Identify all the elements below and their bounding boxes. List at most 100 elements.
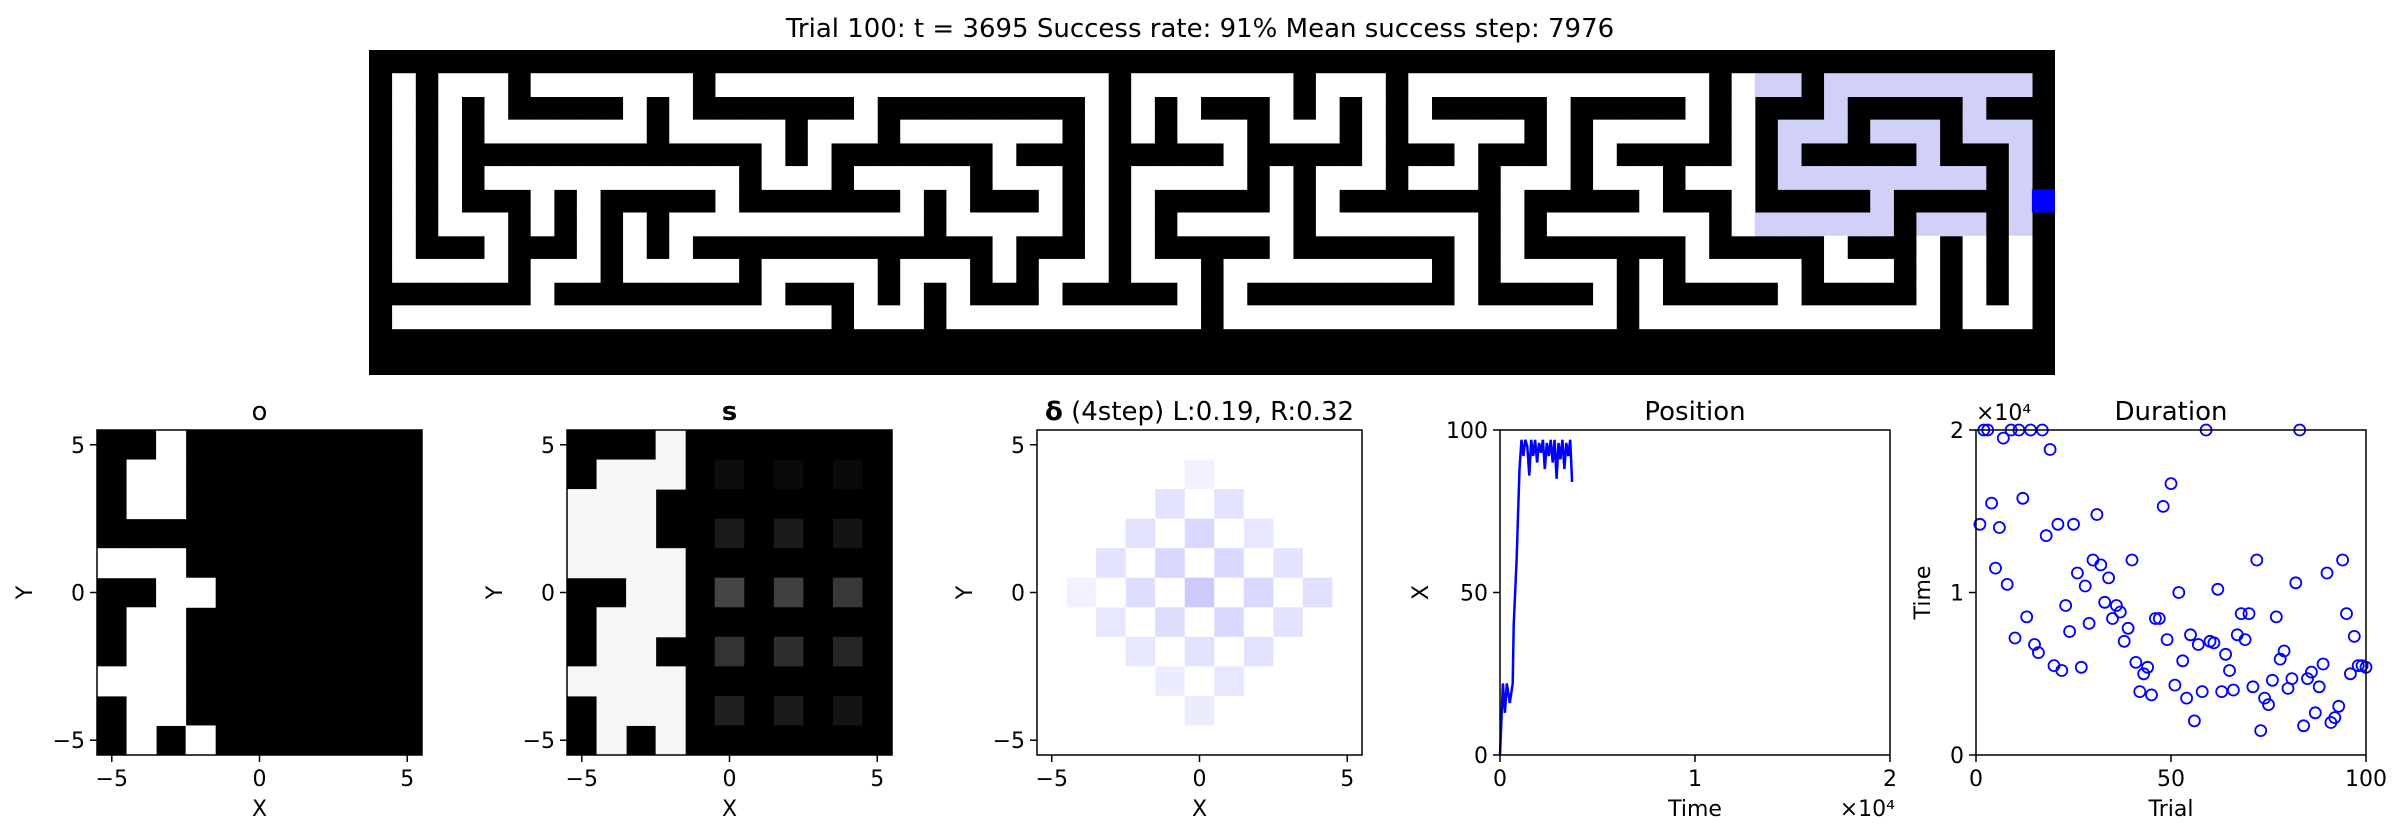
maze-cell: [1593, 142, 1617, 167]
maze-cell: [807, 212, 832, 237]
maze-cell: [1084, 212, 1109, 237]
scatter-point: [2242, 607, 2256, 621]
maze-cell: [900, 73, 924, 98]
maze-cell: [1177, 166, 1202, 190]
x-tick-label: 50: [2157, 767, 2185, 792]
heatmap-cell: [655, 459, 686, 490]
scatter-point: [2137, 667, 2151, 681]
maze-cell: [761, 73, 786, 98]
maze-cell: [992, 305, 1017, 330]
s-panel: −5 0 5 −5 0 5 X Ys: [483, 397, 893, 822]
maze-cell: [1431, 119, 1456, 144]
maze-cell: [992, 212, 1017, 237]
maze-cell: [1916, 119, 1941, 144]
maze-cell: [784, 212, 809, 237]
maze-cell: [1177, 96, 1202, 121]
maze-cell: [2008, 189, 2033, 214]
maze-cell: [530, 212, 555, 237]
heatmap-cell: [655, 666, 686, 697]
maze-cell: [1131, 96, 1155, 121]
scatter-point: [1989, 561, 2002, 575]
scatter-point: [2113, 605, 2127, 619]
maze-cell: [1708, 258, 1733, 283]
maze-cell: [1639, 189, 1663, 214]
maze-cell: [692, 166, 717, 190]
maze-cell: [1962, 305, 1987, 330]
heatmap-cell: [156, 607, 187, 638]
maze-cell: [969, 73, 994, 98]
heatmap-cell: [1125, 636, 1156, 667]
maze-cell: [576, 235, 601, 260]
maze-cell: [1616, 166, 1640, 190]
maze-cell: [1962, 73, 1987, 98]
maze-cell: [1500, 305, 1525, 330]
maze-cell: [438, 119, 462, 144]
maze-cell: [1362, 305, 1386, 330]
maze-cell: [1731, 212, 1756, 237]
scatter-point: [2340, 607, 2353, 621]
maze-cell: [1731, 73, 1756, 98]
maze-cell: [553, 73, 578, 98]
maze-cell: [761, 282, 786, 306]
maze-cell: [1685, 119, 1710, 144]
scatter-point: [2164, 477, 2178, 490]
scatter-point: [2336, 553, 2350, 567]
maze-cell: [438, 142, 462, 167]
scatter-point: [2343, 667, 2357, 681]
heatmap-cell: [126, 459, 157, 490]
maze-cell: [415, 305, 439, 330]
scatter-point: [2168, 678, 2182, 692]
plot-background: [1500, 430, 1890, 755]
maze-cell: [2008, 119, 2033, 144]
maze-cell: [1731, 142, 1756, 167]
y-tick-label: −5: [53, 729, 85, 754]
y-tick-label: 0: [541, 582, 555, 607]
maze-cell: [1523, 305, 1548, 330]
maze-cell: [877, 305, 901, 330]
maze-cell: [507, 166, 532, 190]
maze-cells: [392, 73, 2033, 330]
maze-cell: [900, 189, 924, 214]
maze-cell: [1893, 166, 1918, 190]
maze-cell: [1061, 73, 1086, 98]
maze-cell: [1916, 73, 1941, 98]
heatmap-cell: [156, 430, 187, 461]
scatter-point: [2301, 672, 2314, 686]
scatter-point: [2234, 607, 2248, 621]
y-tick-label: 0: [1950, 744, 1964, 769]
maze-cell: [854, 282, 878, 306]
maze-cell: [1269, 119, 1294, 144]
maze-cell: [1038, 166, 1063, 190]
maze-cell: [1477, 119, 1502, 144]
maze-cell: [830, 258, 855, 283]
scatter-point: [2328, 711, 2342, 725]
scatter-point: [2106, 612, 2119, 625]
scatter-point: [2070, 566, 2084, 580]
maze-cell: [623, 212, 647, 237]
maze-cell: [1893, 305, 1918, 330]
maze-cell: [1500, 212, 1525, 237]
maze-cell: [1939, 166, 1964, 190]
y-tick-label: 5: [541, 434, 555, 459]
maze-cell: [1339, 166, 1363, 190]
o-panel: −5 0 5 −5 0 5 X Yo: [13, 397, 423, 822]
y-tick-label: 50: [1460, 582, 1488, 607]
maze-cell: [715, 166, 740, 190]
maze-cell: [1639, 166, 1663, 190]
maze-cell: [1639, 73, 1663, 98]
maze-cell: [1454, 282, 1479, 306]
maze-cell: [1177, 212, 1202, 237]
agent-marker: [2031, 189, 2055, 213]
maze-cell: [1454, 258, 1479, 283]
maze-cell: [900, 305, 924, 330]
heatmap-cell: [626, 548, 657, 579]
maze-cell: [761, 119, 786, 144]
maze-cell: [1246, 212, 1271, 237]
maze-cell: [1962, 212, 1987, 237]
maze-cell: [1731, 119, 1756, 144]
maze-cell: [1362, 119, 1386, 144]
heatmap-cell: [156, 636, 187, 667]
maze-cell: [438, 258, 462, 283]
heatmap-cell: [567, 489, 598, 520]
x-tick-label: −5: [1036, 767, 1068, 792]
